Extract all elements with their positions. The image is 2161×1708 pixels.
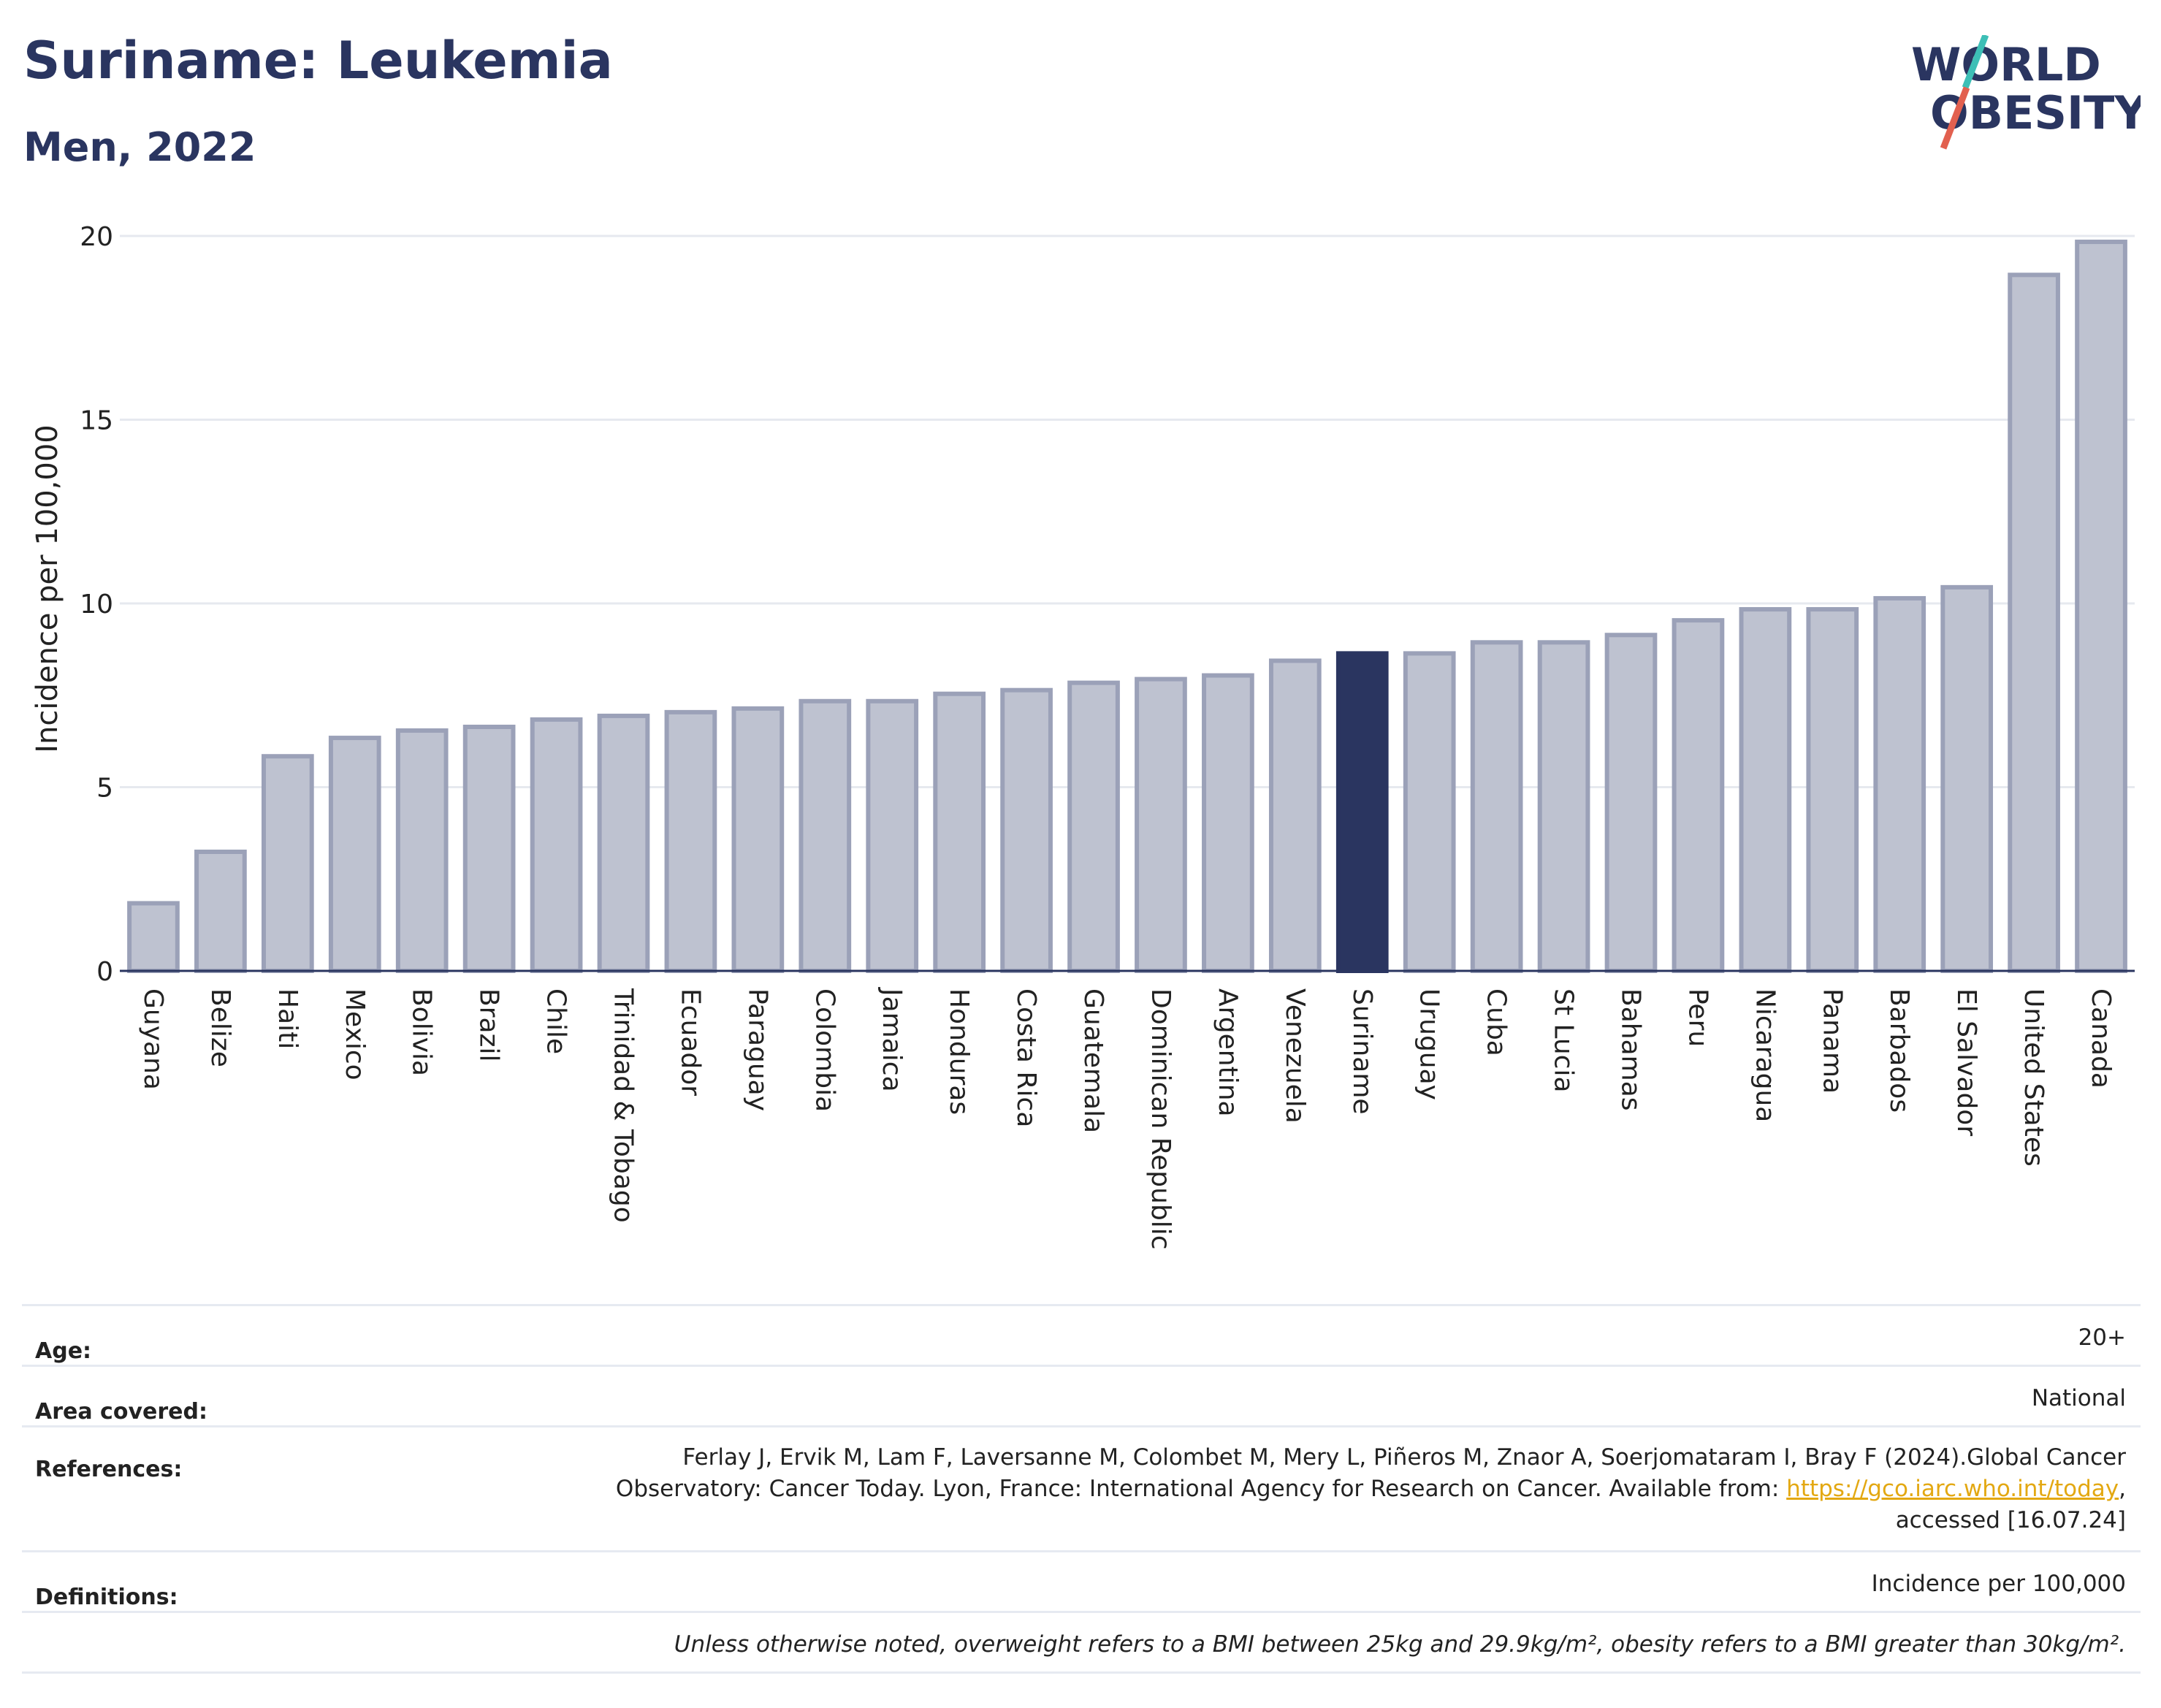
x-tick-label: Panama [1817,988,1847,1094]
x-axis-ticks: Guyana Belize Haiti Mexico Bolivia Brazil Chil… [138,987,2116,1250]
x-tick-label: Honduras [944,988,974,1115]
bar-guyana [127,901,180,974]
definitions-label: Definitions: [35,1585,178,1610]
bar-paraguay [731,706,785,974]
x-tick-label: Guyana [138,988,168,1090]
x-tick-label: Guatemala [1078,988,1108,1133]
bar-ecuador [664,709,717,973]
y-tick-label: 0 [96,957,113,987]
x-tick-label: Jamaica [877,987,907,1092]
x-tick-label: St Lucia [1549,988,1579,1093]
gridlines [120,235,2135,788]
x-tick-label: Bahamas [1616,988,1646,1111]
bars [127,240,2127,974]
x-tick-label: Mexico [340,988,370,1080]
area-label: Area covered: [35,1399,207,1425]
x-tick-label: Ecuador [675,988,705,1096]
page-title: Suriname: Leukemia [23,31,613,91]
x-tick-label: Peru [1682,988,1712,1047]
x-tick-label: Suriname [1347,988,1377,1115]
x-tick-label: Canada [2086,988,2116,1089]
x-tick-label: Chile [541,988,571,1054]
age-value: 20+ [2078,1324,2126,1351]
y-axis-label: Incidence per 100,000 [31,424,64,753]
area-value: National [2031,1385,2126,1411]
bar-st-lucia [1537,640,1590,973]
x-tick-label: Dominican Republic [1146,988,1175,1250]
bar-peru [1672,618,1725,973]
x-tick-label: Nicaragua [1750,988,1780,1122]
x-tick-label: Belize [205,988,235,1067]
x-tick-label: Colombia [809,988,839,1112]
info-row-definitions: Definitions: Incidence per 100,000 [22,1550,2141,1611]
y-tick-label: 20 [80,222,113,252]
bar-brazil [462,724,516,973]
x-tick-label: Barbados [1884,988,1914,1113]
bar-united-states [2008,272,2060,973]
world-obesity-logo: WORLD OBESITY [1911,35,2141,150]
references-line-2-comma: , [2119,1476,2126,1502]
bar-barbados [1873,595,1926,973]
x-tick-label: Venezuela [1280,988,1310,1124]
y-tick-label: 10 [80,590,113,619]
references-line-2: Observatory: Cancer Today. Lyon, France:… [22,1473,2126,1505]
bar-panama [1806,607,1859,974]
references-line-3: accessed [16.07.24] [1895,1507,2126,1533]
bar-bahamas [1604,633,1658,973]
x-tick-label: Argentina [1213,988,1243,1117]
y-tick-label: 5 [96,774,113,804]
bar-chile [530,717,583,973]
bar-venezuela [1268,658,1322,973]
age-label: Age: [35,1338,92,1364]
bar-jamaica [866,698,919,974]
bar-costa-rica [1000,687,1053,973]
bar-guatemala [1067,680,1120,973]
bar-suriname [1335,651,1389,973]
x-tick-label: United States [2019,988,2048,1167]
x-tick-label: Brazil [474,988,504,1061]
bar-bolivia [395,728,449,974]
references-value: Ferlay J, Ervik M, Lam F, Laversanne M, … [22,1427,2141,1536]
bar-el-salvador [1940,584,1994,973]
bar-cuba [1470,640,1523,973]
x-tick-label: Cuba [1482,988,1512,1056]
bar-uruguay [1403,651,1456,973]
bar-nicaragua [1739,607,1792,974]
x-tick-label: Costa Rica [1011,988,1041,1127]
info-row-references: References: Ferlay J, Ervik M, Lam F, La… [22,1425,2141,1550]
bar-belize [194,850,247,974]
bar-argentina [1202,673,1254,973]
bar-canada [2075,240,2127,973]
x-tick-label: Haiti [272,988,302,1049]
y-tick-label: 15 [80,406,113,436]
info-table: Age: 20+ Area covered: National Referenc… [22,1304,2141,1674]
definitions-value: Incidence per 100,000 [1871,1571,2126,1597]
bar-mexico [328,736,381,974]
bar-chart: 0 5 10 15 20 Guyana Belize Haiti Mexico Bolivia B… [31,222,2135,1250]
info-row-area: Area covered: National [22,1365,2141,1425]
y-axis-ticks: 0 5 10 15 20 [80,222,113,987]
info-row-age: Age: 20+ [22,1304,2141,1365]
x-tick-label: Paraguay [742,988,772,1111]
bar-dominican-republic [1135,676,1187,973]
bar-trinidad-tobago [597,713,650,974]
page-subtitle: Men, 2022 [23,124,256,170]
bar-colombia [799,698,852,974]
x-tick-label: Uruguay [1414,988,1444,1100]
x-tick-label: El Salvador [1951,988,1981,1136]
bar-honduras [933,691,986,973]
info-row-note: Unless otherwise noted, overweight refer… [22,1611,2141,1674]
bar-haiti [261,754,314,973]
logo-text-world: WORLD [1911,38,2101,91]
references-label: References: [35,1457,183,1482]
bmi-note: Unless otherwise noted, overweight refer… [674,1631,2126,1658]
references-line-2-text: Observatory: Cancer Today. Lyon, France:… [615,1476,1787,1502]
x-tick-label: Trinidad & Tobago [609,988,639,1223]
x-tick-label: Bolivia [407,988,437,1076]
logo-slash-red [1940,86,1970,150]
references-link[interactable]: https://gco.iarc.who.int/today [1786,1476,2119,1502]
references-line-1: Ferlay J, Ervik M, Lam F, Laversanne M, … [682,1444,2126,1471]
logo-slash-teal [1962,35,1989,89]
